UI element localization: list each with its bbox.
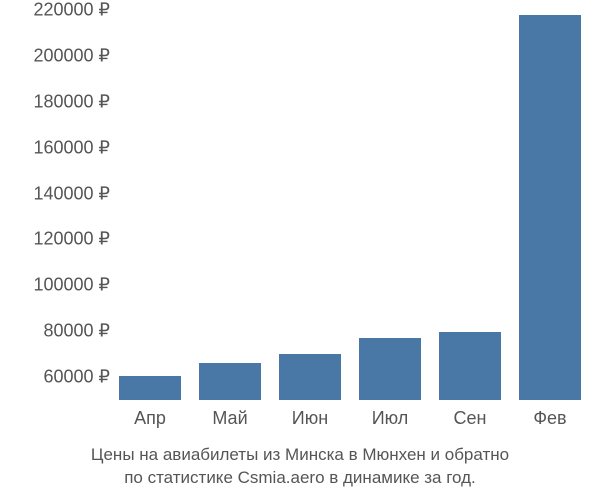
y-tick-label: 80000 ₽: [8, 321, 110, 342]
x-axis-labels: АпрМайИюнИюлСенФев: [110, 408, 590, 429]
y-tick-label: 160000 ₽: [8, 137, 110, 158]
bar-slot: [270, 10, 350, 400]
x-tick-label: Апр: [110, 408, 190, 429]
plot-area: 60000 ₽80000 ₽100000 ₽120000 ₽140000 ₽16…: [110, 10, 590, 400]
price-chart: 60000 ₽ 80000 ₽ 100000 ₽ 120000 ₽ 140000 ₽ 16…: [0, 0, 600, 500]
caption-line: Цены на авиабилеты из Минска в Мюнхен и …: [0, 444, 600, 467]
bar: [279, 354, 341, 400]
bar: [519, 15, 581, 400]
caption-line: по статистике Csmia.aero в динамике за г…: [0, 467, 600, 490]
x-tick-label: Июл: [350, 408, 430, 429]
y-axis: 60000 ₽ 80000 ₽ 100000 ₽ 120000 ₽ 140000 ₽ 16…: [0, 10, 110, 400]
bar: [359, 338, 421, 400]
y-tick-label: 180000 ₽: [8, 91, 110, 112]
y-tick-label: 120000 ₽: [8, 229, 110, 250]
y-tick-label: 60000 ₽: [8, 367, 110, 388]
x-tick-label: Май: [190, 408, 270, 429]
bar: [119, 376, 181, 400]
bar-slot: [510, 10, 590, 400]
chart-caption: Цены на авиабилеты из Минска в Мюнхен и …: [0, 444, 600, 490]
x-tick-label: Июн: [270, 408, 350, 429]
x-tick-label: Фев: [510, 408, 590, 429]
x-tick-label: Сен: [430, 408, 510, 429]
bar-slot: [350, 10, 430, 400]
bar: [199, 363, 261, 400]
y-tick-label: 200000 ₽: [8, 45, 110, 66]
y-tick-label: 100000 ₽: [8, 275, 110, 296]
y-tick-label: 220000 ₽: [8, 0, 110, 21]
bar-slot: [110, 10, 190, 400]
bar: [439, 332, 501, 400]
y-tick-label: 140000 ₽: [8, 183, 110, 204]
bar-slot: [190, 10, 270, 400]
bars-container: [110, 10, 590, 400]
bar-slot: [430, 10, 510, 400]
